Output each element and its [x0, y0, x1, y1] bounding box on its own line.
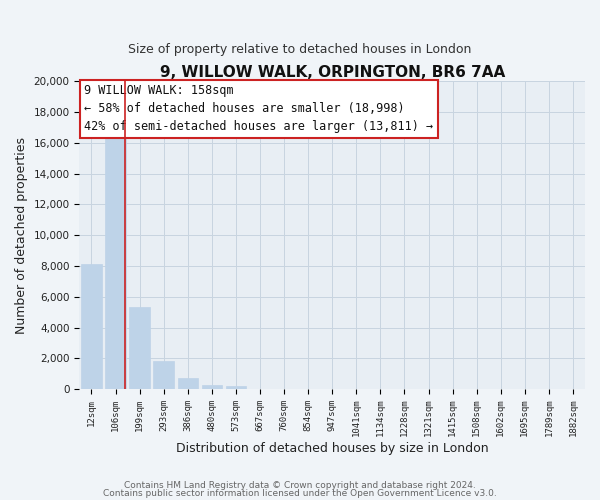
Bar — [105, 135, 126, 389]
Bar — [81, 264, 101, 389]
Text: Contains HM Land Registry data © Crown copyright and database right 2024.: Contains HM Land Registry data © Crown c… — [124, 481, 476, 490]
Bar — [178, 378, 198, 389]
Bar — [130, 308, 150, 389]
Bar — [154, 362, 174, 389]
X-axis label: Distribution of detached houses by size in London: Distribution of detached houses by size … — [176, 442, 488, 455]
Text: 9 WILLOW WALK: 158sqm
← 58% of detached houses are smaller (18,998)
42% of semi-: 9 WILLOW WALK: 158sqm ← 58% of detached … — [85, 84, 434, 133]
Bar — [202, 385, 222, 389]
Text: Size of property relative to detached houses in London: Size of property relative to detached ho… — [128, 42, 472, 56]
Text: Contains public sector information licensed under the Open Government Licence v3: Contains public sector information licen… — [103, 488, 497, 498]
Bar — [226, 386, 246, 389]
Title: 9, WILLOW WALK, ORPINGTON, BR6 7AA: 9, WILLOW WALK, ORPINGTON, BR6 7AA — [160, 65, 505, 80]
Y-axis label: Number of detached properties: Number of detached properties — [15, 136, 28, 334]
